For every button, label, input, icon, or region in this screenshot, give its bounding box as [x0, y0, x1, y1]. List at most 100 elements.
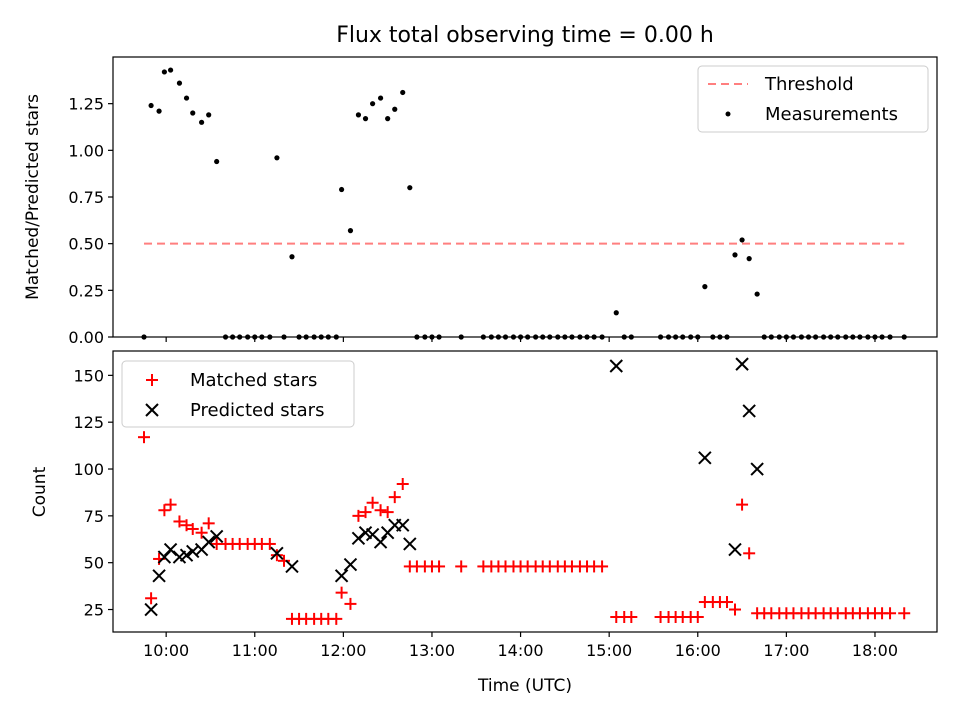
top-y-tick-label: 0.25: [68, 281, 104, 300]
matched-stars-point: [145, 592, 158, 605]
top-x-ticks: [165, 337, 876, 342]
measurement-point: [370, 101, 376, 107]
measurement-point: [754, 291, 760, 297]
top-y-axis-label: Matched/Predicted stars: [23, 94, 43, 300]
predicted-stars-point: [285, 559, 299, 574]
bottom-y-axis-label: Count: [30, 466, 50, 517]
chart-title: Flux total observing time = 0.00 h: [336, 23, 714, 48]
matched-stars-point: [359, 506, 372, 519]
x-tick-label: 10:00: [143, 641, 189, 660]
x-tick-label: 11:00: [232, 641, 278, 660]
bottom-y-tick-label: 50: [84, 554, 104, 573]
measurement-point: [407, 185, 413, 191]
matched-stars-point: [433, 560, 446, 573]
predicted-stars-point: [270, 546, 284, 561]
measurement-point: [176, 80, 183, 86]
predicted-stars-point: [179, 548, 194, 562]
matched-stars-point: [180, 519, 193, 532]
x-axis-label: Time (UTC): [477, 676, 572, 696]
measurement-point: [400, 89, 406, 96]
bottom-y-ticks: 25 50 75 100 125 150: [73, 366, 113, 620]
measurements-layer: [141, 67, 907, 340]
bottom-legend: Matched stars Predicted stars: [121, 360, 355, 428]
matched-stars-point: [173, 515, 186, 528]
x-tick-label: 15:00: [586, 641, 632, 660]
matched-stars-point: [158, 504, 171, 517]
measurement-point: [206, 112, 212, 118]
measurement-point: [289, 254, 295, 260]
measurement-point: [613, 310, 619, 316]
predicted-stars-point: [609, 359, 623, 373]
predicted-stars-point: [144, 602, 158, 617]
legend-matched-label: Matched stars: [190, 370, 317, 391]
matched-stars-point: [263, 537, 276, 550]
predicted-stars-point: [351, 531, 366, 546]
matched-stars-point: [202, 517, 215, 530]
top-legend: Threshold Measurements: [697, 65, 929, 133]
measurement-point: [214, 158, 220, 165]
top-y-tick-label: 0.75: [68, 188, 104, 207]
measurement-point: [355, 112, 362, 118]
measurement-point: [739, 237, 745, 243]
measurement-point: [183, 95, 190, 101]
matched-stars-point: [884, 607, 897, 620]
predicted-stars-point: [152, 569, 166, 583]
measurement-point: [746, 256, 752, 262]
bottom-axes-frame: [112, 350, 938, 633]
matched-stars-point: [366, 496, 379, 509]
x-tick-label: 16:00: [675, 641, 721, 660]
top-y-tick-label: 0.50: [68, 235, 104, 254]
matched-stars-point: [374, 504, 387, 517]
measurement-point: [392, 106, 398, 112]
matched-stars-point: [278, 554, 291, 567]
matched-stars-point: [330, 612, 343, 625]
matched-stars-point: [270, 549, 283, 562]
measurement-point: [385, 116, 391, 122]
predicted-stars-point: [334, 569, 349, 583]
matched-stars-point: [344, 597, 357, 610]
bottom-y-tick-label: 100: [73, 460, 104, 479]
bottom-y-tick-label: 150: [73, 366, 104, 385]
x-tick-label: 13:00: [409, 641, 455, 660]
measurement-point: [156, 108, 162, 114]
predicted-stars-point: [742, 404, 756, 418]
matched-stars-point: [743, 547, 756, 560]
matched-stars-point: [736, 498, 749, 511]
matched-stars-point: [455, 560, 468, 573]
top-y-tick-label: 1.25: [68, 95, 104, 114]
top-y-tick-label: 0.00: [68, 328, 104, 347]
matched-stars-point: [195, 526, 208, 539]
measurement-point: [338, 186, 345, 193]
predicted-stars-point: [343, 557, 358, 572]
top-legend-box: [697, 65, 929, 133]
predicted-stars-point: [201, 535, 216, 549]
legend-measurements-swatch: [725, 111, 731, 117]
measurement-point: [148, 102, 154, 109]
bottom-legend-box: [121, 360, 355, 428]
measurement-point: [347, 228, 354, 234]
matched-stars-point: [396, 478, 409, 491]
matched-stars-point: [721, 596, 734, 609]
matched-stars-point: [381, 506, 394, 519]
matched-stars-point: [691, 611, 704, 624]
x-tick-label: 17:00: [763, 641, 809, 660]
x-tick-label: 12:00: [320, 641, 366, 660]
measurement-point: [161, 69, 167, 75]
top-y-ticks: 0.00 0.25 0.50 0.75 1.00 1.25: [68, 95, 113, 347]
top-y-tick-label: 1.00: [68, 141, 104, 160]
x-tick-label: 14:00: [498, 641, 544, 660]
predicted-stars-point: [209, 529, 224, 544]
bottom-y-tick-label: 75: [84, 507, 104, 526]
legend-predicted-swatch: [145, 403, 159, 417]
matched-stars-point: [352, 509, 365, 522]
measurement-point: [702, 284, 708, 290]
legend-predicted-label: Predicted stars: [190, 400, 324, 421]
matched-stars-point: [138, 431, 151, 444]
matched-stars-point: [186, 522, 199, 535]
measurement-point: [274, 155, 280, 161]
top-panel: Flux total observing time = 0.00 h 0.000…: [23, 23, 938, 347]
legend-threshold-label: Threshold: [764, 74, 854, 95]
predicted-stars-point: [396, 518, 410, 532]
matched-stars-point: [898, 607, 911, 620]
